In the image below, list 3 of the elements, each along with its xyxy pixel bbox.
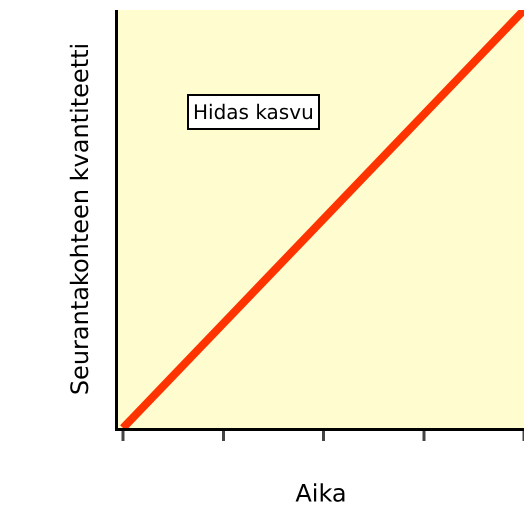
y-axis-title: Seurantakohteen kvantiteetti [66, 42, 94, 396]
x-axis-title: Aika [295, 479, 347, 508]
annotation: Hidas kasvu [193, 100, 314, 124]
